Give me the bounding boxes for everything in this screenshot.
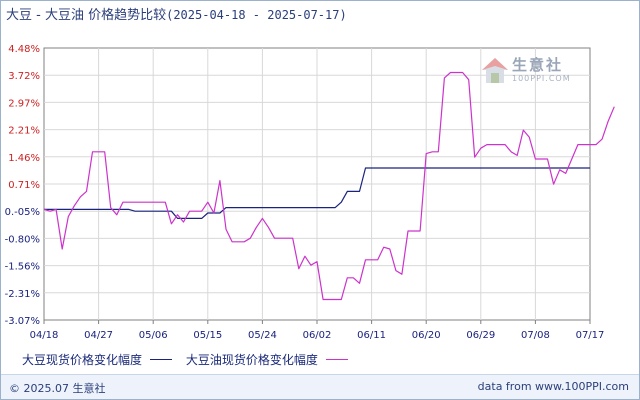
y-tick-label: -3.07% (5, 316, 40, 327)
x-tick-label: 04/27 (84, 330, 113, 341)
y-tick-label: 0.71% (8, 180, 40, 191)
title-main: 大豆 - 大豆油 价格趋势比较 (6, 8, 167, 23)
x-tick-label: 06/20 (412, 330, 441, 341)
chart-legend: 大豆现货价格变化幅度 大豆油现货价格变化幅度 (22, 351, 358, 369)
x-tick-label: 06/02 (303, 330, 332, 341)
series-line-soybean-oil (43, 71, 615, 301)
watermark-logo: 生意社 100PPI.COM (480, 54, 576, 90)
y-tick-label: 3.72% (8, 71, 40, 82)
watermark-name: 生意社 (512, 56, 564, 74)
x-tick-label: 07/08 (521, 330, 550, 341)
footer-source-link[interactable]: data from www.100PPI.com (477, 380, 629, 393)
y-tick-label: 4.48% (8, 44, 40, 55)
house-logo-icon (482, 58, 508, 83)
y-tick-label: 2.21% (8, 126, 40, 137)
legend-label-soybean-oil: 大豆油现货价格变化幅度 (185, 353, 318, 367)
footer-copyright: © 2025.07 生意社 (9, 382, 106, 395)
x-tick-label: 05/24 (248, 330, 277, 341)
y-tick-label: 1.46% (8, 153, 40, 164)
x-tick-label: 06/29 (466, 330, 495, 341)
x-tick-label: 07/17 (576, 330, 605, 341)
x-tick-label: 06/11 (357, 330, 386, 341)
legend-label-soybean: 大豆现货价格变化幅度 (22, 353, 143, 367)
y-tick-label: 2.97% (8, 98, 40, 109)
y-tick-label: 0.-05% (5, 207, 40, 218)
title-date-range: (2025-04-18 - 2025-07-17) (166, 8, 347, 22)
x-tick-label: 05/15 (193, 330, 222, 341)
legend-swatch-soybean-oil (325, 359, 348, 360)
y-tick-label: -1.56% (5, 262, 40, 273)
chart-title: 大豆 - 大豆油 价格趋势比较(2025-04-18 - 2025-07-17) (6, 5, 347, 25)
x-tick-label: 05/06 (139, 330, 168, 341)
x-tick-label: 04/18 (30, 330, 59, 341)
y-tick-label: -2.31% (5, 289, 40, 300)
footer-bar: © 2025.07 生意社 data from www.100PPI.com (1, 374, 639, 399)
watermark-url: 100PPI.COM (512, 74, 571, 83)
y-tick-label: -0.80% (5, 234, 40, 245)
legend-swatch-soybean (150, 359, 173, 360)
